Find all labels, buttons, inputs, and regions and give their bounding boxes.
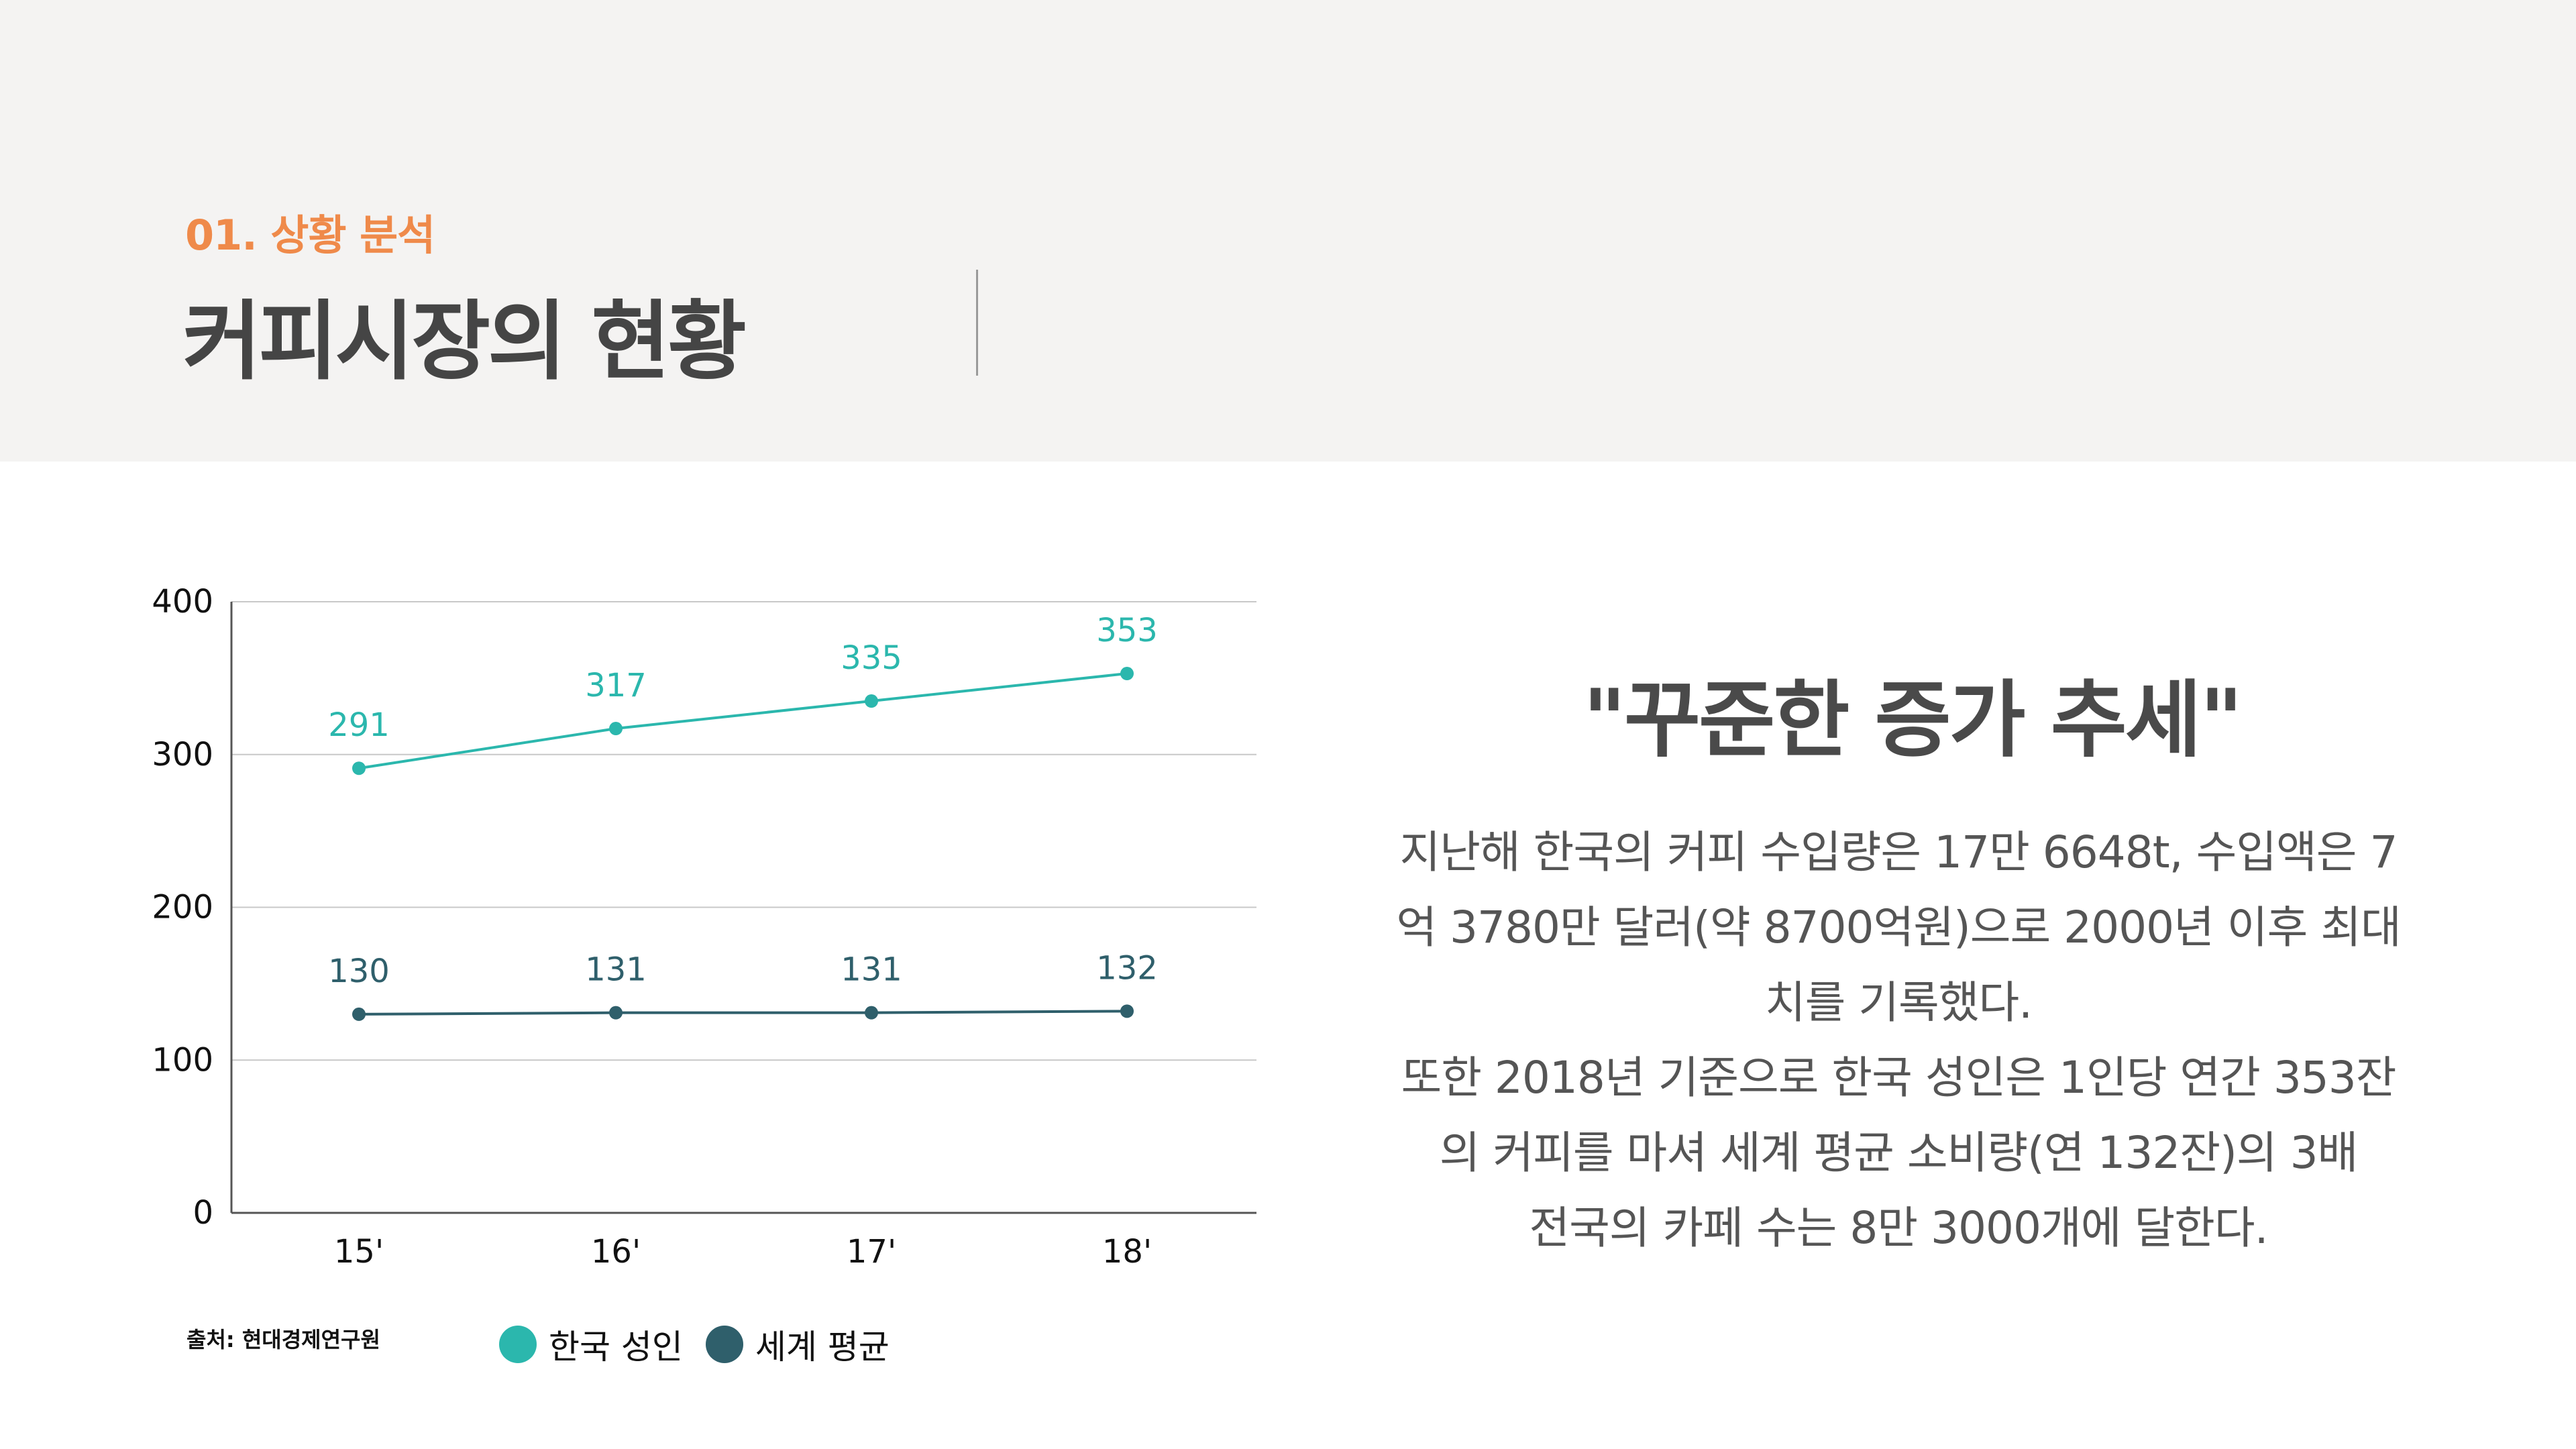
legend-label-korea: 한국 성인 xyxy=(549,1328,683,1366)
header-divider xyxy=(976,270,978,376)
header-band: 01. 상황 분석 커피시장의 현황 xyxy=(0,0,2576,462)
data-point xyxy=(1120,667,1134,681)
legend-swatch-world xyxy=(705,1326,743,1363)
x-tick-label: 15' xyxy=(334,1233,384,1271)
data-point xyxy=(352,1007,366,1021)
chart-legend: 한국 성인 세계 평균 xyxy=(499,1320,890,1368)
data-point xyxy=(609,722,623,736)
data-label: 132 xyxy=(1096,949,1158,987)
page-title: 커피시장의 현황 xyxy=(182,292,747,392)
body-line: 억 3780만 달러(약 8700억원)으로 2000년 이후 최대 xyxy=(1396,902,2401,953)
legend-item-world: 세계 평균 xyxy=(705,1320,890,1368)
series-line-korea xyxy=(358,672,1128,770)
x-tick-label: 17' xyxy=(847,1233,896,1271)
data-label: 131 xyxy=(585,951,647,989)
data-point xyxy=(609,1006,623,1020)
y-tick-label: 200 xyxy=(152,889,213,926)
data-point xyxy=(1120,1004,1134,1018)
data-label: 131 xyxy=(841,951,902,989)
data-label: 291 xyxy=(328,706,390,744)
body-line: 또한 2018년 기준으로 한국 성인은 1인당 연간 353잔 xyxy=(1401,1052,2396,1104)
y-tick-label: 400 xyxy=(152,583,213,621)
data-point xyxy=(865,1006,878,1020)
y-tick-label: 0 xyxy=(193,1194,213,1232)
body-line: 전국의 카페 수는 8만 3000개에 달한다. xyxy=(1529,1202,2268,1254)
legend-item-korea: 한국 성인 xyxy=(499,1320,683,1368)
source-note: 출처: 현대경제연구원 xyxy=(186,1327,380,1352)
legend-swatch-korea xyxy=(499,1326,537,1363)
body-line: 지난해 한국의 커피 수입량은 17만 6648t, 수입액은 7 xyxy=(1399,826,2398,878)
data-label: 335 xyxy=(841,639,902,677)
y-tick-label: 300 xyxy=(152,736,213,773)
legend-label-world: 세계 평균 xyxy=(755,1328,890,1366)
body-text: 지난해 한국의 커피 수입량은 17만 6648t, 수입액은 7 억 3780… xyxy=(1335,815,2462,1266)
data-point xyxy=(865,694,878,708)
y-tick-label: 100 xyxy=(152,1041,213,1079)
data-label: 353 xyxy=(1096,612,1158,649)
data-label: 130 xyxy=(328,953,390,990)
section-label: 01. 상황 분석 xyxy=(185,211,435,260)
body-line: 의 커피를 마셔 세계 평균 소비량(연 132잔)의 3배 xyxy=(1439,1127,2359,1179)
headline-quote: "꾸준한 증가 추세" xyxy=(1582,672,2243,769)
data-label: 317 xyxy=(585,667,647,704)
data-point xyxy=(352,761,366,775)
x-tick-label: 18' xyxy=(1102,1233,1152,1271)
series-line-world xyxy=(358,1010,1128,1016)
x-tick-label: 16' xyxy=(591,1233,641,1271)
body-line: 치를 기록했다. xyxy=(1764,977,2033,1028)
